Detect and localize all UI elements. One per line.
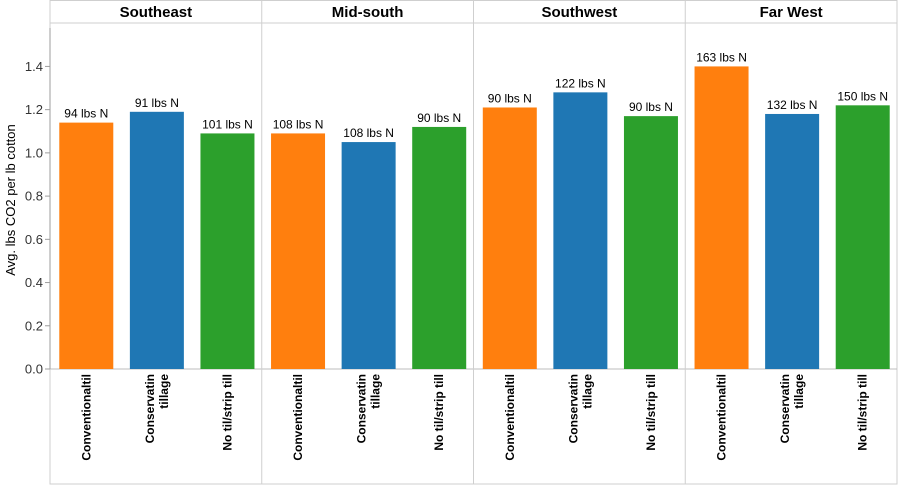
data-label: 90 lbs N <box>417 111 461 125</box>
panel-title: Far West <box>760 4 823 21</box>
x-category-label: Conventionaltil <box>79 374 93 461</box>
data-label: 101 lbs N <box>202 117 253 131</box>
x-category-label: No til/strip till <box>220 374 234 451</box>
bar <box>129 111 184 369</box>
data-label: 90 lbs N <box>629 100 673 114</box>
x-category-label: Conventionaltil <box>715 374 729 461</box>
bar <box>553 92 608 370</box>
bar <box>482 107 537 369</box>
y-axis-label: Avg. lbs CO2 per lb cotton <box>3 124 18 276</box>
data-label: 94 lbs N <box>64 107 108 121</box>
x-category-label: Conventionaltil <box>291 374 305 461</box>
x-category-label: tillage <box>792 374 806 409</box>
data-labels-layer: 94 lbs N 91 lbs N 101 lbs N 108 lbs N 108 lb… <box>64 50 888 140</box>
data-label: 108 lbs N <box>343 126 394 140</box>
x-category-label: tillage <box>369 374 383 409</box>
x-category-label: tillage <box>580 374 594 409</box>
bar <box>59 122 114 369</box>
x-category-label: No til/strip till <box>644 374 658 451</box>
data-label: 108 lbs N <box>273 117 324 131</box>
data-label: 150 lbs N <box>837 89 888 103</box>
bar <box>835 105 890 370</box>
bar <box>200 133 255 369</box>
bar <box>694 66 749 369</box>
x-category-labels: Conventionaltil Conservatin tillage No til/… <box>79 374 869 461</box>
x-category-label: tillage <box>157 374 171 409</box>
y-tick-label: 0.6 <box>25 232 43 247</box>
y-tick-label: 0.0 <box>25 362 43 377</box>
y-tick-label: 1.0 <box>25 145 43 160</box>
x-category-label: Conservatin <box>566 374 580 443</box>
data-label: 90 lbs N <box>488 91 532 105</box>
y-axis: 0.0 0.2 0.4 0.6 0.8 1.0 1.2 1.4 <box>25 28 51 377</box>
y-tick-label: 1.4 <box>25 59 43 74</box>
x-category-label: Conservatin <box>355 374 369 443</box>
x-category-label: Conventionaltil <box>503 374 517 461</box>
data-label: 91 lbs N <box>135 96 179 110</box>
bar <box>623 116 678 370</box>
data-label: 122 lbs N <box>555 76 606 90</box>
data-label: 132 lbs N <box>767 98 818 112</box>
y-tick-label: 0.4 <box>25 275 43 290</box>
panel-title: Southeast <box>120 4 193 21</box>
y-tick-label: 0.8 <box>25 189 43 204</box>
bar <box>412 126 467 369</box>
y-tick-label: 0.2 <box>25 318 43 333</box>
panel-title: Southwest <box>541 4 617 21</box>
bar <box>271 133 326 369</box>
panel-titles: Southeast Mid-south Southwest Far West <box>120 4 823 21</box>
x-category-label: No til/strip till <box>432 374 446 451</box>
bar <box>765 113 820 369</box>
x-category-label: Conservatin <box>778 374 792 443</box>
bar <box>341 142 396 369</box>
y-tick-label: 1.2 <box>25 102 43 117</box>
bars-layer <box>59 66 890 370</box>
x-category-label: Conservatin <box>143 374 157 443</box>
data-label: 163 lbs N <box>696 50 747 64</box>
chart-frame <box>49 0 898 485</box>
x-category-label: No til/strip till <box>856 374 870 451</box>
panel-title: Mid-south <box>332 4 404 21</box>
